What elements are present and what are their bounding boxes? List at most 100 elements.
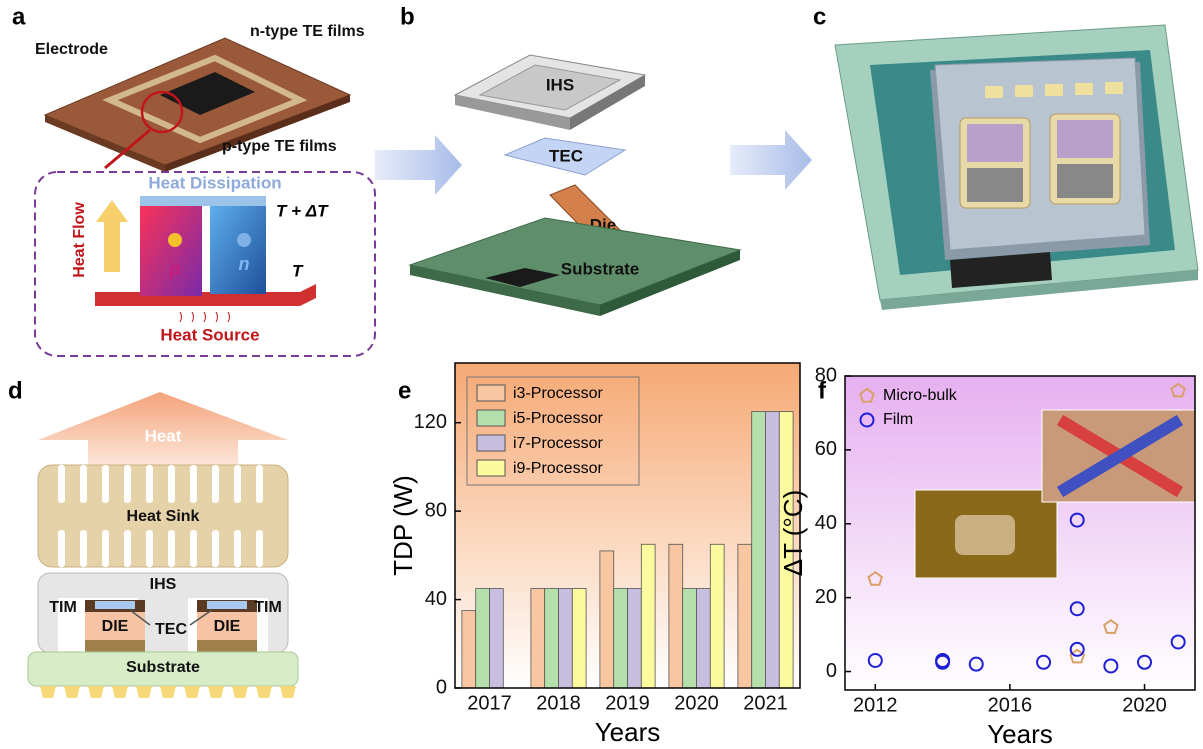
x-tick-label: 2020 <box>1122 694 1167 716</box>
y-tick-label: 20 <box>815 586 837 608</box>
y-tick-label: 80 <box>425 499 447 521</box>
base-electrode <box>95 284 316 306</box>
legend-label: Micro-bulk <box>883 387 958 404</box>
panel-d: Heat Heat Sink IHS TIM TIM DIE DIE TEC S… <box>28 392 298 698</box>
tec-array <box>967 168 1023 202</box>
y-axis-label: TDP (W) <box>388 475 418 576</box>
legend-label: i7-Processor <box>513 435 603 452</box>
panel-c <box>835 25 1198 310</box>
panel-b: IHS TEC Die Substrate <box>410 55 740 316</box>
label: TIM <box>254 599 282 616</box>
y-tick-label: 80 <box>815 364 837 386</box>
tec <box>95 601 135 609</box>
charts: 2017 2018 2019 2020 2021 0 40 80 120 TDP (W) Years… <box>388 363 1195 749</box>
bar <box>600 551 614 688</box>
inset-photo-detail <box>955 515 1015 555</box>
y-tick-label: 40 <box>815 512 837 534</box>
label: Heat Dissipation <box>148 173 281 192</box>
bar <box>738 544 752 688</box>
bumps <box>85 640 145 652</box>
pad <box>1045 84 1063 96</box>
top-electrode <box>140 196 266 206</box>
tec-array <box>1057 164 1113 198</box>
legend-swatch <box>477 460 505 476</box>
bar <box>462 611 476 688</box>
label: n <box>239 254 250 274</box>
legend-swatch <box>477 435 505 451</box>
tec-array <box>1057 120 1113 158</box>
x-tick-label: 2021 <box>743 692 788 714</box>
x-tick-label: 2019 <box>605 692 650 714</box>
tec-array <box>967 124 1023 162</box>
legend-label: i9-Processor <box>513 460 603 477</box>
label: IHS <box>150 576 177 593</box>
electron <box>237 233 251 247</box>
panel-label: b <box>400 3 415 30</box>
panel-label: a <box>12 3 26 30</box>
pins <box>40 686 296 698</box>
pad <box>1075 83 1093 95</box>
y-tick-label: 0 <box>436 676 447 698</box>
legend-label: Film <box>883 411 913 428</box>
label: p <box>169 259 181 279</box>
x-tick-label: 2018 <box>536 692 581 714</box>
label: IHS <box>546 75 574 94</box>
x-axis-label: Years <box>987 719 1053 749</box>
pad <box>1105 82 1123 94</box>
arrow <box>730 130 812 190</box>
bar <box>559 589 573 688</box>
bumps <box>197 640 257 652</box>
label: T + ΔT <box>276 201 329 220</box>
bar <box>683 589 697 688</box>
label: DIE <box>102 618 129 635</box>
tec <box>207 601 247 609</box>
panel-label: d <box>8 377 23 404</box>
bar <box>572 589 586 688</box>
bar <box>628 589 642 688</box>
label: T <box>292 261 304 280</box>
x-tick-label: 2020 <box>674 692 719 714</box>
y-tick-label: 40 <box>425 588 447 610</box>
bar <box>476 589 490 688</box>
label: Electrode <box>35 41 108 58</box>
legend-label: i3-Processor <box>513 385 603 402</box>
y-tick-label: 60 <box>815 438 837 460</box>
legend-swatch <box>477 385 505 401</box>
arrow <box>375 135 462 195</box>
bar <box>697 589 711 688</box>
p-leg <box>140 196 202 296</box>
x-tick-label: 2016 <box>988 694 1033 716</box>
label: Heat Sink <box>127 508 200 525</box>
bar <box>752 412 766 688</box>
label: DIE <box>214 618 241 635</box>
x-tick-label: 2017 <box>467 692 512 714</box>
bar <box>669 544 683 688</box>
panel-label: c <box>813 3 826 30</box>
bar <box>490 589 504 688</box>
label: Substrate <box>561 259 639 278</box>
figure: a b c d e f Electrode n-type TE films p-… <box>0 0 1203 749</box>
heat-flow-arrow <box>96 200 128 272</box>
panel-label: e <box>398 377 411 404</box>
bar <box>531 589 545 688</box>
bar <box>614 589 628 688</box>
label: p-type TE films <box>222 138 337 155</box>
n-leg <box>210 202 266 294</box>
heat-waves <box>180 312 230 322</box>
legend-swatch <box>477 410 505 426</box>
panel-a: Electrode n-type TE films p-type TE film… <box>35 23 375 356</box>
bar <box>710 544 724 688</box>
bar <box>545 589 559 688</box>
y-tick-label: 120 <box>414 411 447 433</box>
hole <box>168 233 182 247</box>
label: Heat Source <box>160 325 259 344</box>
y-axis-label: ΔT (°C) <box>778 490 808 577</box>
x-tick-label: 2012 <box>853 694 898 716</box>
x-axis-label: Years <box>595 717 661 747</box>
y-tick-label: 0 <box>826 660 837 682</box>
label: TIM <box>49 599 77 616</box>
label: Heat Flow <box>71 202 88 278</box>
label: Heat <box>145 426 182 445</box>
panel-labels: a b c d e f <box>8 3 827 404</box>
label: TEC <box>155 621 187 638</box>
